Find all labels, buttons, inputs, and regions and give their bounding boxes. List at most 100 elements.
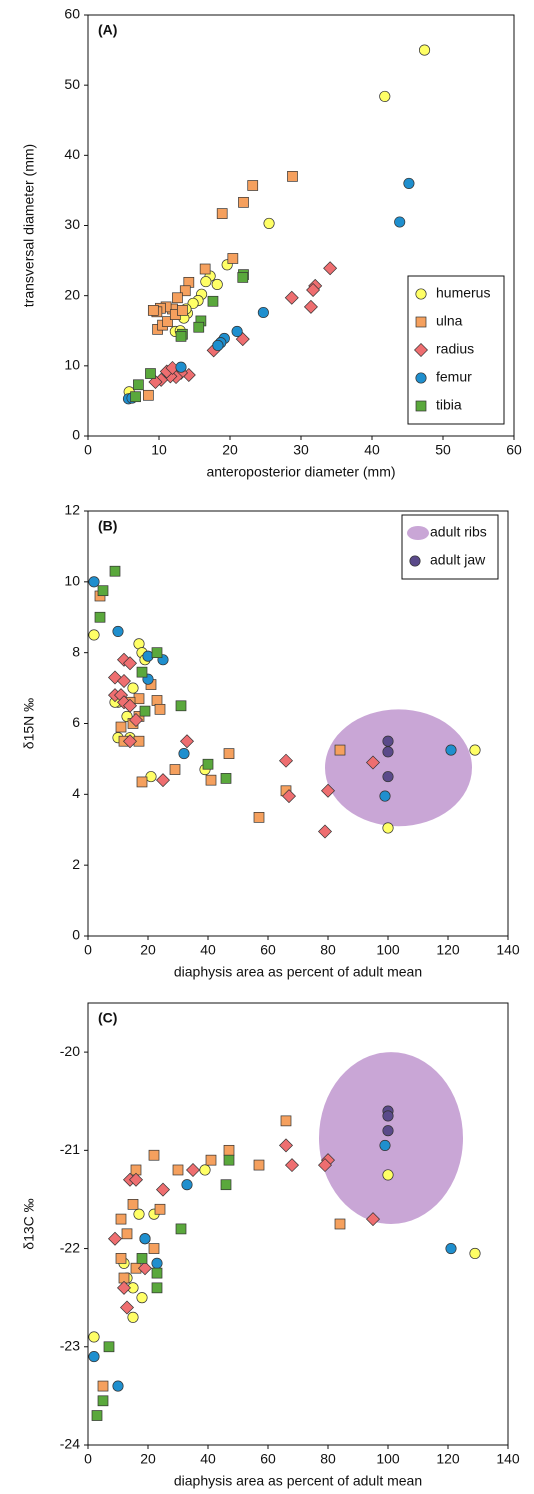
y-tick-label: -22 xyxy=(60,1239,80,1255)
x-tick-label: 20 xyxy=(140,942,156,958)
y-tick-label: 2 xyxy=(72,856,80,872)
marker xyxy=(151,695,163,706)
marker xyxy=(418,44,431,56)
marker xyxy=(231,325,243,338)
marker xyxy=(382,746,394,758)
marker xyxy=(88,576,100,588)
marker xyxy=(284,290,299,305)
marker xyxy=(382,822,394,834)
y-tick-label: 6 xyxy=(72,714,80,730)
marker xyxy=(223,748,235,759)
marker xyxy=(117,674,131,688)
marker xyxy=(169,764,181,775)
marker xyxy=(175,1223,187,1235)
marker xyxy=(133,1208,145,1220)
marker xyxy=(323,261,338,276)
marker xyxy=(394,216,406,228)
marker xyxy=(139,705,151,717)
marker xyxy=(285,1158,299,1173)
marker xyxy=(147,305,159,316)
marker xyxy=(151,647,163,659)
marker xyxy=(97,585,109,597)
marker xyxy=(88,1331,100,1343)
marker xyxy=(136,666,148,678)
marker xyxy=(382,1125,394,1137)
marker xyxy=(154,1203,166,1215)
marker xyxy=(112,1380,124,1392)
marker xyxy=(193,321,205,333)
marker xyxy=(94,611,106,623)
x-tick-label: 120 xyxy=(436,1451,460,1467)
marker xyxy=(306,283,321,298)
x-tick-label: 50 xyxy=(435,442,451,458)
marker xyxy=(334,1218,346,1230)
marker xyxy=(103,1341,115,1353)
y-tick-label: 50 xyxy=(64,76,80,92)
marker xyxy=(138,1261,152,1276)
x-axis-title: anteroposterior diameter (mm) xyxy=(206,464,395,480)
x-tick-label: 0 xyxy=(84,442,92,458)
marker xyxy=(257,306,269,319)
y-tick-label: -23 xyxy=(60,1337,80,1353)
marker xyxy=(136,776,148,788)
marker xyxy=(403,177,415,189)
y-tick-label: 40 xyxy=(64,146,80,162)
marker xyxy=(88,629,100,641)
x-tick-label: 30 xyxy=(293,442,309,458)
marker xyxy=(145,368,156,379)
marker xyxy=(136,1292,148,1304)
x-tick-label: 140 xyxy=(496,1451,520,1467)
legend-box xyxy=(401,514,499,580)
x-tick-label: 10 xyxy=(151,442,167,458)
legend-label: femur xyxy=(436,369,472,385)
marker xyxy=(280,1115,292,1127)
y-axis-title: transversal diameter (mm) xyxy=(21,144,37,307)
marker xyxy=(227,253,239,264)
legend-swatch xyxy=(409,555,421,567)
x-tick-label: 20 xyxy=(140,1451,156,1467)
y-tick-label: -24 xyxy=(60,1436,80,1452)
marker xyxy=(220,773,232,784)
marker xyxy=(156,1182,170,1197)
marker xyxy=(253,812,265,823)
marker xyxy=(142,650,154,662)
marker xyxy=(366,1212,380,1227)
panel-label: (C) xyxy=(98,1010,117,1026)
y-tick-label: -21 xyxy=(60,1141,80,1157)
marker xyxy=(445,744,457,756)
marker xyxy=(223,1154,235,1166)
marker xyxy=(120,1300,134,1315)
marker xyxy=(279,1138,293,1153)
marker xyxy=(238,196,249,208)
x-tick-label: 0 xyxy=(84,1451,92,1467)
marker xyxy=(199,1164,211,1176)
x-axis-title: diaphysis area as percent of adult mean xyxy=(174,964,422,980)
y-tick-label: 10 xyxy=(64,357,80,373)
legend-label: adult ribs xyxy=(430,524,487,540)
x-tick-label: 0 xyxy=(84,942,92,958)
marker xyxy=(247,180,259,191)
marker xyxy=(253,1159,265,1171)
y-tick-label: 60 xyxy=(64,6,80,22)
marker xyxy=(200,276,212,288)
marker xyxy=(223,1144,235,1156)
y-tick-label: 30 xyxy=(64,216,80,232)
marker xyxy=(205,774,217,786)
marker xyxy=(133,379,144,391)
y-tick-label: 0 xyxy=(72,427,80,443)
legend-label: humerus xyxy=(436,285,490,301)
marker xyxy=(127,1199,139,1210)
y-tick-label: 12 xyxy=(64,502,80,518)
marker xyxy=(109,565,121,577)
marker xyxy=(282,789,296,804)
marker xyxy=(382,1169,394,1181)
marker xyxy=(129,712,143,727)
marker xyxy=(469,744,481,756)
y-axis-title: δ13C ‰ xyxy=(21,1198,37,1249)
marker xyxy=(129,1172,143,1187)
marker xyxy=(154,703,166,715)
marker xyxy=(156,773,170,788)
marker xyxy=(151,1267,163,1279)
x-tick-label: 40 xyxy=(200,1451,216,1467)
